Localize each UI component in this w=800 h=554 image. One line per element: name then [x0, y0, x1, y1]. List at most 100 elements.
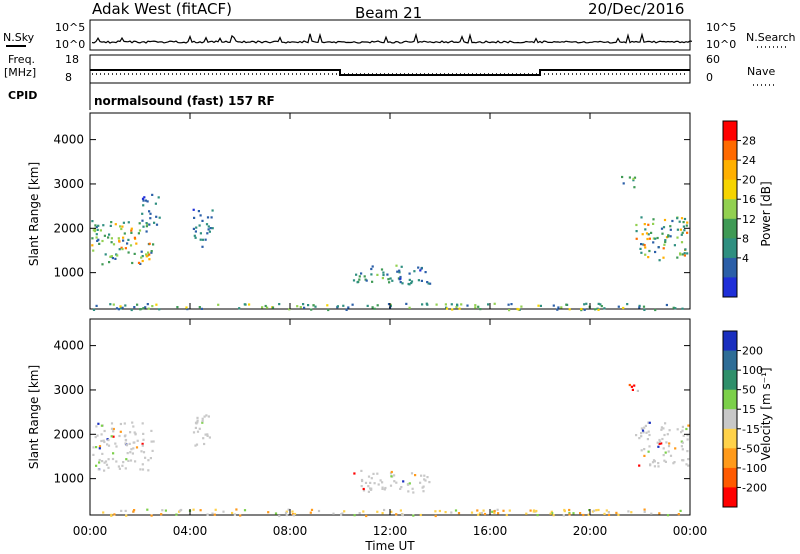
data-cell [150, 514, 153, 517]
data-cell [648, 433, 651, 437]
cpid-label: CPID [8, 89, 37, 102]
data-cell [292, 514, 295, 517]
data-cell [644, 424, 647, 427]
data-cell [399, 277, 402, 280]
data-cell [680, 431, 683, 434]
data-cell [142, 204, 145, 207]
data-cell [424, 479, 427, 482]
data-cell [387, 303, 391, 306]
data-cell [107, 444, 111, 447]
data-cell [160, 513, 163, 516]
data-cell [426, 476, 429, 479]
data-cell [92, 229, 95, 232]
data-cell [667, 234, 670, 237]
data-cell [647, 450, 650, 453]
data-cell [636, 389, 639, 392]
x-axis-ticks: 00:00 04:00 08:00 12:00 16:00 20:00 00:00 [73, 113, 707, 538]
data-cell [370, 273, 373, 276]
data-cell [135, 446, 139, 449]
data-cell [496, 508, 499, 511]
data-cell [111, 457, 115, 461]
data-cell [112, 243, 116, 246]
data-cell [217, 303, 220, 306]
data-cell [536, 514, 539, 517]
data-cell [402, 480, 405, 483]
data-cell [196, 419, 199, 422]
y-tick-label: 1000 [53, 266, 84, 280]
data-cell [681, 441, 684, 444]
data-cell [360, 272, 363, 275]
cpid-text: normalsound (fast) 157 RF [94, 94, 275, 108]
data-cell [657, 445, 660, 448]
data-cell [201, 420, 204, 423]
data-cell [370, 267, 373, 271]
data-cell [291, 513, 295, 516]
data-cell [669, 235, 672, 238]
data-cell [175, 513, 178, 516]
data-cell [658, 438, 661, 442]
data-cell [92, 453, 95, 456]
data-cell [502, 509, 505, 512]
data-cell [640, 427, 643, 430]
data-cell [142, 432, 145, 435]
data-cell [355, 273, 358, 276]
data-cell [517, 308, 520, 311]
data-cell [341, 512, 344, 515]
freq-left-tick-top: 18 [65, 53, 79, 66]
data-cell [643, 448, 646, 451]
colorbar-segment [723, 467, 737, 488]
data-cell [487, 303, 490, 306]
data-cell [640, 449, 643, 452]
data-cell [194, 421, 198, 424]
data-cell [421, 486, 424, 489]
data-cell [144, 456, 147, 459]
data-cell [535, 509, 538, 513]
data-cell [94, 436, 97, 439]
data-cell [146, 508, 149, 511]
data-cell [398, 271, 401, 274]
data-cell [96, 434, 99, 437]
data-cell [680, 233, 683, 236]
data-cell [438, 509, 441, 513]
data-cell [112, 435, 115, 438]
data-cell [617, 305, 620, 308]
data-cell [399, 487, 402, 490]
data-cell [391, 279, 394, 282]
data-cell [114, 442, 117, 445]
data-cell [113, 513, 116, 516]
data-cell [206, 513, 209, 516]
data-cell [130, 308, 133, 312]
colorbar-tick-label: -100 [742, 462, 767, 475]
data-cell [114, 223, 117, 226]
data-cell [363, 275, 366, 278]
data-cell [582, 513, 585, 517]
data-cell [679, 228, 682, 231]
data-cell [408, 482, 411, 485]
colorbar-segment [723, 199, 737, 220]
data-cell [408, 278, 411, 281]
data-cell [131, 261, 134, 265]
data-cell [395, 481, 398, 484]
data-cell [192, 508, 195, 511]
data-cell [285, 510, 288, 513]
data-cell [129, 451, 132, 454]
data-cell [676, 217, 679, 220]
data-cell [419, 269, 422, 272]
data-cell [638, 464, 641, 467]
noise-panel-frame [89, 19, 691, 51]
data-cell [95, 304, 98, 307]
data-cell [146, 303, 149, 306]
x-tick-label: 08:00 [273, 524, 308, 538]
data-cell [652, 237, 655, 240]
power-y-ticks: 4000 3000 2000 1000 [53, 133, 690, 280]
data-cell [679, 252, 682, 255]
data-cell [597, 302, 600, 305]
data-cell [326, 304, 329, 307]
data-cell [119, 307, 122, 310]
data-cell [450, 303, 453, 306]
data-cell [615, 511, 618, 514]
data-cell [550, 510, 553, 513]
data-cell [358, 275, 361, 278]
data-cell [243, 509, 247, 512]
data-cell [643, 454, 646, 457]
